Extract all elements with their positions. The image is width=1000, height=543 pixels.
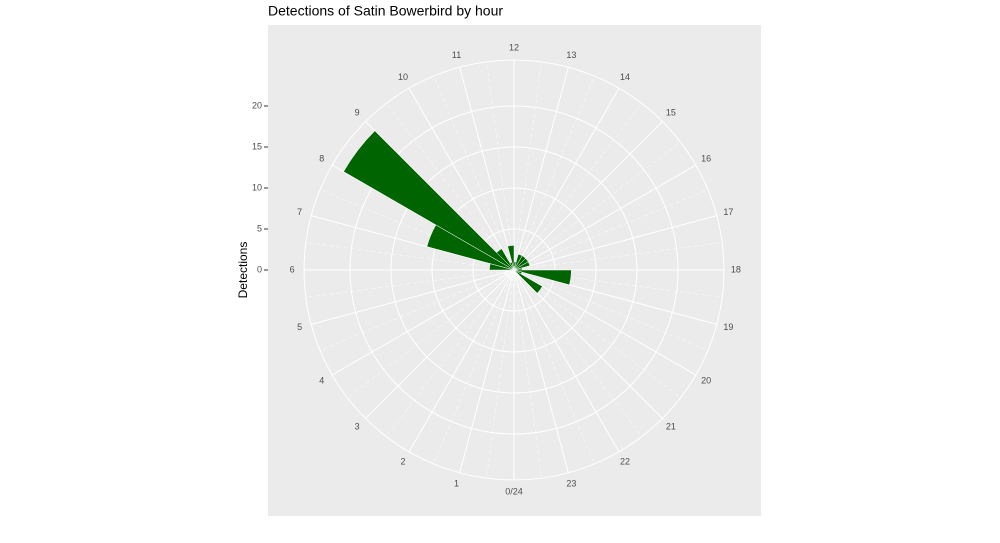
grid-circle	[431, 187, 597, 353]
bar	[513, 261, 531, 271]
x-tick-label: 4	[319, 375, 324, 385]
grid-circle	[390, 146, 638, 394]
x-tick-label: 9	[355, 107, 360, 117]
spoke	[513, 121, 663, 271]
x-tick-label: 3	[355, 421, 360, 431]
chart-title: Detections of Satin Bowerbird by hour	[268, 3, 503, 19]
x-tick-label: 1	[454, 479, 459, 489]
spoke	[513, 164, 697, 271]
x-tick-label: 10	[398, 72, 408, 82]
x-tick-label: 18	[731, 264, 741, 274]
x-tick-label: 20	[701, 375, 711, 385]
x-tick-label: 2	[401, 457, 406, 467]
y-tick-label: 20	[252, 100, 262, 110]
spoke	[513, 269, 697, 376]
y-tick-label: 10	[252, 182, 262, 192]
x-tick-label: 7	[297, 207, 302, 217]
x-tick-label: 16	[701, 153, 711, 163]
spoke	[513, 269, 569, 473]
bar	[513, 269, 572, 286]
x-tick-label: 14	[620, 72, 630, 82]
spoke	[365, 269, 515, 419]
bar	[513, 269, 543, 294]
x-tick-label: 15	[666, 107, 676, 117]
spoke	[408, 87, 515, 271]
spoke	[331, 269, 515, 376]
spoke	[459, 269, 515, 473]
x-tick-label: 13	[566, 50, 576, 60]
x-tick-label: 5	[297, 322, 302, 332]
x-tick-label: 0/24	[505, 486, 523, 496]
spoke	[311, 269, 515, 325]
x-tick-label: 22	[620, 457, 630, 467]
spoke	[513, 269, 620, 453]
x-tick-label: 21	[666, 421, 676, 431]
y-tick-label: 5	[257, 223, 262, 233]
x-tick-label: 17	[723, 207, 733, 217]
y-tick-label: 15	[252, 141, 262, 151]
grid-circle	[349, 105, 679, 435]
y-tick-label: 0	[257, 264, 262, 274]
x-tick-label: 12	[509, 42, 519, 52]
spoke	[513, 67, 569, 271]
bar	[496, 248, 515, 271]
bar	[507, 245, 515, 271]
bar	[343, 130, 515, 271]
x-tick-label: 11	[452, 50, 461, 60]
x-tick-label: 8	[319, 153, 324, 163]
spoke	[459, 67, 515, 271]
spoke	[513, 215, 717, 271]
x-tick-label: 19	[723, 322, 733, 332]
y-axis-label: Detections	[236, 242, 250, 299]
spoke	[408, 269, 515, 453]
spoke	[513, 269, 663, 419]
x-tick-label: 6	[290, 264, 295, 274]
spoke	[513, 87, 620, 271]
x-tick-label: 23	[566, 479, 576, 489]
